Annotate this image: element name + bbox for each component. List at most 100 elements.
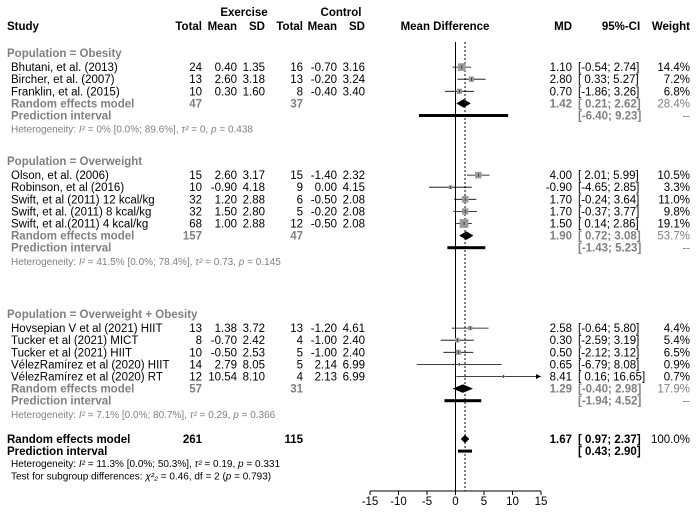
study-weight: 0.7% [664,372,690,384]
x-tick-label: -15 [362,496,379,508]
subgroup-random-weight: 28.4% [657,98,690,110]
study-md: 1.10 [550,62,572,74]
heterogeneity-part: Heterogeneity: [11,257,79,268]
subgroup-random-label: Random effects model [11,384,134,396]
overall-random-weight: 100.0% [651,434,690,446]
subgroup-prediction-weight: -- [682,111,690,123]
subgroup-prediction-weight: -- [682,243,690,255]
heterogeneity-part: I² [79,257,86,268]
heterogeneity-part: p [225,471,232,482]
study-exercise-mean: 1.50 [215,206,237,218]
study-exercise-sd: 2.53 [243,347,265,359]
study-exercise-mean: -0.90 [211,182,237,194]
study-exercise-total: 10 [189,347,202,359]
subgroup-random-ci: [ 0.21; 2.62] [578,98,641,110]
heterogeneity-part: = [239,410,248,421]
study-exercise-mean: 0.40 [215,62,237,74]
subgroup-label: Population = Overweight [7,156,142,168]
x-tick-label: 0 [452,496,458,508]
header-control-total: Total [276,21,303,33]
study-exercise-mean: 2.60 [215,74,237,86]
header-group-exercise: Exercise [220,7,267,19]
table-header: Exercise Control Study Total Mean SD Tot… [7,7,690,33]
subgroup-heterogeneity: Heterogeneity: I² = 41.5% [0.0%; 78.4%],… [11,257,281,268]
subgroup-random-weight: 17.9% [657,384,690,396]
study-control-total: 6 [297,194,303,206]
heterogeneity-part: = 7.1% [0.0%; 80.7%], [85,410,190,421]
study-md: 0.70 [550,86,572,98]
heterogeneity-part: = 0.73, [202,257,238,268]
subgroup-prediction-label: Prediction interval [11,243,111,255]
study-control-total: 12 [290,219,303,231]
study-control-mean: -1.00 [311,347,337,359]
study-exercise-sd: 3.18 [243,74,265,86]
study-ci: [ 0.14; 2.86] [578,219,639,231]
study-md: 2.80 [550,74,572,86]
overall-random-md: 1.67 [550,434,572,446]
study-ci: [-1.86; 3.26] [578,86,639,98]
study-control-sd: 2.40 [343,335,365,347]
study-weight: 6.5% [664,347,690,359]
study-control-mean: -1.00 [311,335,337,347]
study-md: 0.50 [550,347,572,359]
study-exercise-total: 32 [189,206,202,218]
study-exercise-mean: 1.00 [215,219,237,231]
study-control-total: 9 [297,182,303,194]
study-exercise-mean: 2.60 [215,170,237,182]
subgroup-random-label: Random effects model [11,98,134,110]
study-exercise-total: 8 [196,335,202,347]
header-weight: Weight [652,21,690,33]
heterogeneity-part: p [238,257,245,268]
study-exercise-sd: 2.80 [243,206,265,218]
study-label: Olson, et al. (2006) [11,170,109,182]
study-weight: 3.3% [664,182,690,194]
overall-prediction-bar [457,449,473,453]
header-exercise-total: Total [175,21,202,33]
heterogeneity-part: I² [79,125,86,136]
study-weight: 6.8% [664,86,690,98]
study-label: Bircher, et al. (2007) [11,74,115,86]
study-control-total: 4 [297,372,304,384]
study-exercise-mean: 0.30 [215,86,237,98]
study-exercise-total: 13 [189,323,202,335]
study-exercise-total: 14 [189,359,202,371]
study-control-mean: -0.50 [311,219,337,231]
subgroup-diamond [459,231,474,240]
study-ci: [-0.37; 3.77] [578,206,639,218]
header-study: Study [7,21,40,33]
study-exercise-total: 10 [189,86,202,98]
overall-random-exercise-total: 261 [183,434,203,446]
heterogeneity-part: Heterogeneity: [11,410,79,421]
study-label: Swift, et al. (2011) 8 kcal/kg [11,206,151,218]
subgroup-prediction-bar [419,114,509,117]
study-ci-arrow [536,374,541,379]
study-exercise-sd: 2.88 [243,194,265,206]
study-weight: 4.4% [664,323,690,335]
heterogeneity-part: p [210,125,217,136]
heterogeneity-part: = 0.29, [197,410,233,421]
heterogeneity-part: Test for subgroup differences: [11,471,145,482]
table-body: Population = Obesity Bhutani, et al. (201… [7,48,690,482]
subgroup-diamond [456,99,471,108]
study-control-sd: 2.08 [343,219,365,231]
subgroup-prediction-ci: [-1.43; 5.23] [578,243,641,255]
study-exercise-sd: 4.18 [243,182,265,194]
heterogeneity-part: τ² [181,125,189,136]
study-control-mean: -0.50 [311,194,337,206]
heterogeneity-part: 0.793) [240,471,271,482]
subgroup-heterogeneity: Heterogeneity: I² = 7.1% [0.0%; 80.7%], … [11,410,276,421]
study-ci: [ 0.33; 5.27] [578,74,639,86]
study-ci: [-0.64; 5.80] [578,323,639,335]
study-md: 1.70 [550,194,572,206]
heterogeneity-part: τ² [195,459,203,470]
study-control-sd: 2.08 [343,206,365,218]
heterogeneity-part: Heterogeneity: [11,459,79,470]
study-exercise-total: 12 [189,372,202,384]
study-ci: [-0.54; 2.74] [578,62,639,74]
header-exercise-mean: Mean [208,21,237,33]
overall-random-ci: [ 0.97; 2.37] [578,434,641,446]
overall-prediction-label: Prediction interval [7,446,107,458]
subgroup-random-label: Random effects model [11,231,134,243]
study-label: Hovsepian V et al (2021) HIIT [11,323,163,335]
